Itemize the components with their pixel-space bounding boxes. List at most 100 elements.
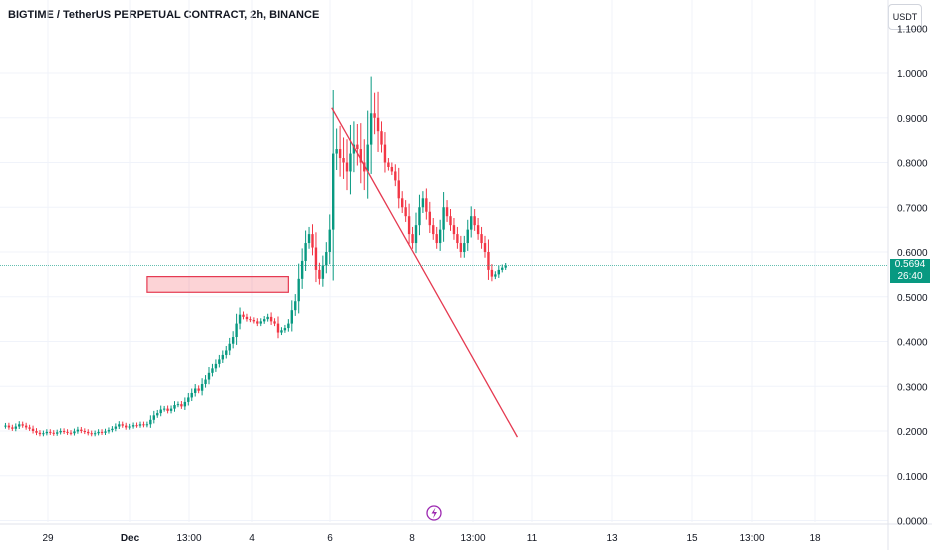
candle-body bbox=[162, 408, 166, 410]
candle-body bbox=[394, 171, 397, 181]
candle-body bbox=[321, 265, 325, 279]
candle-body bbox=[28, 427, 31, 429]
candle-body bbox=[287, 323, 290, 329]
candle-body bbox=[297, 278, 300, 302]
candle-body bbox=[335, 149, 338, 154]
candle-body bbox=[24, 425, 28, 428]
candle-body bbox=[118, 424, 121, 427]
candle-body bbox=[290, 310, 293, 324]
candle-body bbox=[452, 225, 456, 235]
candle-body bbox=[359, 149, 362, 163]
candle-body bbox=[463, 243, 466, 252]
candle-body bbox=[428, 211, 431, 226]
candle-body bbox=[14, 426, 17, 429]
candle-body bbox=[125, 425, 128, 428]
x-tick-label: 6 bbox=[327, 533, 333, 544]
y-tick-label: 0.5000 bbox=[897, 293, 928, 304]
candle-body bbox=[401, 198, 404, 208]
candle-body bbox=[235, 323, 238, 338]
candle-body bbox=[87, 431, 90, 434]
lightning-icon-glyph bbox=[431, 507, 437, 519]
candle-body bbox=[7, 425, 11, 428]
candle-body bbox=[121, 424, 124, 426]
candle-body bbox=[80, 429, 83, 431]
candle-body bbox=[456, 234, 459, 244]
candle-body bbox=[294, 301, 297, 311]
candle-body bbox=[142, 424, 145, 426]
candle-body bbox=[45, 431, 49, 434]
candle-body bbox=[69, 432, 73, 434]
candle-body bbox=[100, 431, 104, 433]
x-tick-label: Dec bbox=[121, 533, 140, 544]
candle-body bbox=[283, 328, 287, 331]
x-tick-label: 13:00 bbox=[176, 533, 201, 544]
x-tick-label: 8 bbox=[409, 533, 415, 544]
candle-body bbox=[269, 316, 273, 322]
currency-button[interactable]: USDT bbox=[888, 4, 922, 30]
y-tick-label: 0.8000 bbox=[897, 159, 928, 170]
descending-trendline bbox=[331, 107, 519, 438]
candle-body bbox=[487, 252, 490, 270]
y-tick-label: 0.0000 bbox=[897, 517, 928, 528]
candle-body bbox=[73, 431, 76, 434]
candle-body bbox=[449, 216, 452, 226]
candle-body bbox=[256, 321, 259, 324]
candle-body bbox=[138, 424, 142, 426]
candle-body bbox=[373, 113, 376, 118]
candle-body bbox=[473, 216, 476, 226]
candle-body bbox=[480, 234, 483, 244]
candle-body bbox=[114, 426, 118, 429]
candle-body bbox=[49, 431, 52, 433]
candle-body bbox=[242, 314, 245, 317]
candle-body bbox=[231, 337, 235, 344]
x-tick-label: 13:00 bbox=[460, 533, 485, 544]
candle-body bbox=[238, 314, 242, 324]
y-tick-label: 0.9000 bbox=[897, 114, 928, 125]
candle-body bbox=[314, 247, 318, 270]
y-tick-label: 0.3000 bbox=[897, 382, 928, 393]
candle-body bbox=[4, 425, 7, 427]
candle-body bbox=[483, 243, 487, 252]
candle-body bbox=[83, 431, 86, 432]
candle-body bbox=[107, 430, 111, 432]
candle-body bbox=[442, 207, 445, 230]
candle-body bbox=[207, 372, 211, 380]
candle-body bbox=[501, 267, 504, 270]
candle-body bbox=[435, 234, 438, 244]
candle-body bbox=[445, 207, 449, 217]
candle-body bbox=[325, 252, 328, 266]
candle-body bbox=[414, 225, 418, 244]
candle-body bbox=[497, 269, 500, 275]
candle-body bbox=[466, 229, 469, 244]
candle-body bbox=[200, 384, 204, 391]
candle-body bbox=[176, 404, 180, 406]
y-tick-label: 0.1000 bbox=[897, 472, 928, 483]
candle-body bbox=[214, 363, 218, 369]
candle-body bbox=[418, 207, 421, 226]
y-tick-label: 1.0000 bbox=[897, 69, 928, 80]
x-tick-label: 4 bbox=[249, 533, 255, 544]
candle-body bbox=[31, 428, 35, 431]
candle-body bbox=[307, 234, 311, 244]
support-zone-rect bbox=[146, 276, 289, 293]
candle-body bbox=[228, 343, 231, 351]
x-tick-label: 29 bbox=[42, 533, 54, 544]
candle-body bbox=[328, 229, 331, 252]
chart-title: BIGTIME / TetherUS PERPETUAL CONTRACT, 2… bbox=[8, 9, 320, 21]
y-tick-label: 0.7000 bbox=[897, 203, 928, 214]
candle-body bbox=[90, 433, 93, 435]
candle-body bbox=[76, 429, 80, 432]
candle-body bbox=[180, 404, 183, 407]
candle-body bbox=[135, 425, 138, 427]
y-tick-label: 0.6000 bbox=[897, 248, 928, 259]
candle-body bbox=[387, 162, 390, 167]
candle-body bbox=[345, 162, 349, 172]
candle-body bbox=[218, 359, 221, 364]
candle-body bbox=[97, 431, 100, 434]
candle-body bbox=[211, 368, 214, 373]
candle-body bbox=[490, 269, 494, 277]
y-tick-label: 0.2000 bbox=[897, 427, 928, 438]
candle-body bbox=[66, 431, 69, 433]
candle-body bbox=[459, 243, 463, 252]
